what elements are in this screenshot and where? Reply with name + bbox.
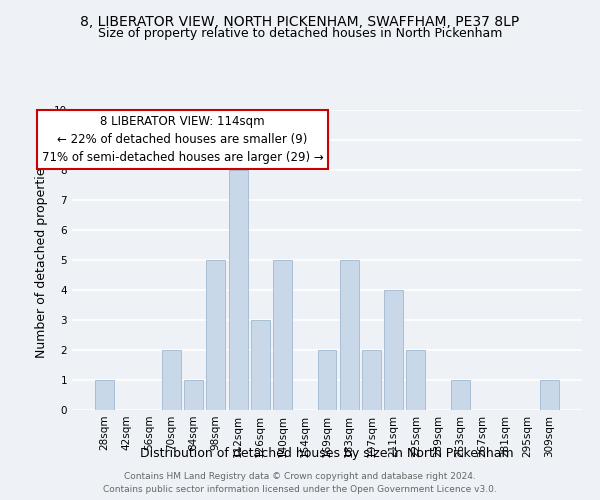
- Bar: [206, 260, 225, 410]
- Text: Contains HM Land Registry data © Crown copyright and database right 2024.: Contains HM Land Registry data © Crown c…: [124, 472, 476, 481]
- Text: 8, LIBERATOR VIEW, NORTH PICKENHAM, SWAFFHAM, PE37 8LP: 8, LIBERATOR VIEW, NORTH PICKENHAM, SWAF…: [80, 15, 520, 29]
- Bar: [362, 350, 381, 410]
- Bar: [317, 350, 337, 410]
- Bar: [540, 380, 559, 410]
- Text: Contains public sector information licensed under the Open Government Licence v3: Contains public sector information licen…: [103, 485, 497, 494]
- Text: Size of property relative to detached houses in North Pickenham: Size of property relative to detached ho…: [98, 28, 502, 40]
- Text: Distribution of detached houses by size in North Pickenham: Distribution of detached houses by size …: [140, 448, 514, 460]
- Bar: [406, 350, 425, 410]
- Text: 8 LIBERATOR VIEW: 114sqm
← 22% of detached houses are smaller (9)
71% of semi-de: 8 LIBERATOR VIEW: 114sqm ← 22% of detach…: [41, 114, 323, 164]
- Bar: [251, 320, 270, 410]
- Bar: [184, 380, 203, 410]
- Bar: [273, 260, 292, 410]
- Y-axis label: Number of detached properties: Number of detached properties: [35, 162, 49, 358]
- Bar: [95, 380, 114, 410]
- Bar: [229, 170, 248, 410]
- Bar: [451, 380, 470, 410]
- Bar: [162, 350, 181, 410]
- Bar: [340, 260, 359, 410]
- Bar: [384, 290, 403, 410]
